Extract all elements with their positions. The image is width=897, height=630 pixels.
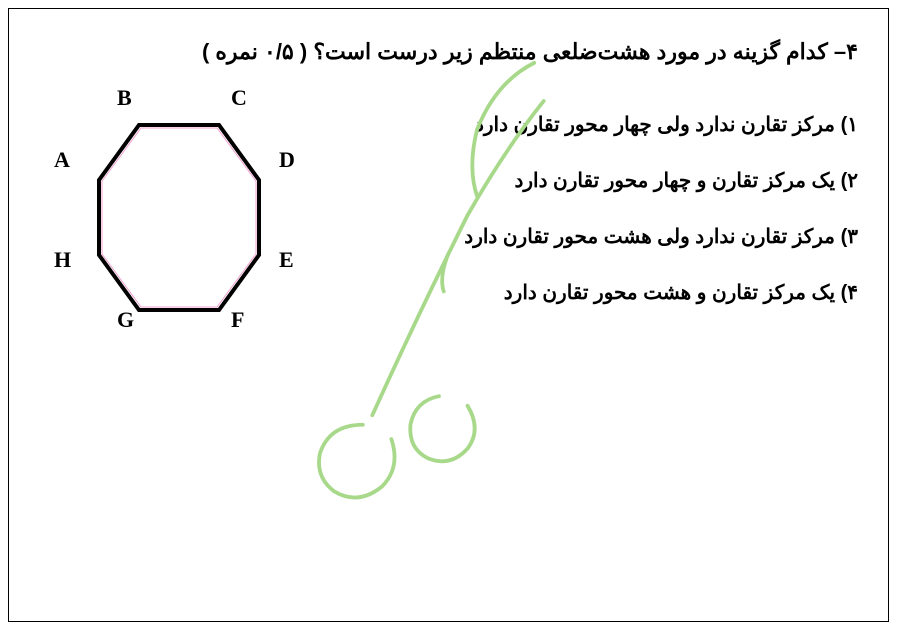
vertex-label-F: F [231, 307, 244, 333]
option-3: ۳) مرکز تقارن ندارد ولی هشت محور تقارن د… [359, 221, 858, 253]
vertex-label-H: H [54, 247, 71, 273]
option-num: ۱) [841, 114, 858, 136]
option-num: ۳) [841, 226, 858, 248]
vertex-label-E: E [279, 247, 294, 273]
option-num: ۴) [841, 282, 858, 304]
vertex-label-G: G [117, 307, 134, 333]
octagon-svg [39, 75, 319, 355]
option-1: ۱) مرکز تقارن ندارد ولی چهار محور تقارن … [359, 109, 858, 141]
option-text: مرکز تقارن ندارد ولی هشت محور تقارن دارد [464, 226, 835, 248]
options-list: ۱) مرکز تقارن ندارد ولی چهار محور تقارن … [359, 85, 858, 333]
question-body: کدام گزینه در مورد هشت‌ضلعی منتظم زیر در… [313, 39, 827, 64]
page-frame: ۴– کدام گزینه در مورد هشت‌ضلعی منتظم زیر… [8, 8, 889, 622]
option-text: یک مرکز تقارن و هشت محور تقارن دارد [504, 282, 835, 304]
vertex-label-C: C [231, 85, 247, 111]
main-area: ۱) مرکز تقارن ندارد ولی چهار محور تقارن … [39, 85, 858, 355]
octagon-inner [102, 128, 256, 307]
question-text: ۴– کدام گزینه در مورد هشت‌ضلعی منتظم زیر… [39, 39, 858, 65]
vertex-label-B: B [117, 85, 132, 111]
option-4: ۴) یک مرکز تقارن و هشت محور تقارن دارد [359, 277, 858, 309]
vertex-label-D: D [279, 147, 295, 173]
option-text: مرکز تقارن ندارد ولی چهار محور تقارن دار… [475, 114, 835, 136]
octagon-figure: A B C D E F G H [39, 75, 319, 355]
content: ۴– کدام گزینه در مورد هشت‌ضلعی منتظم زیر… [39, 39, 858, 601]
question-marks: ( ۰/۵ نمره ) [202, 39, 307, 64]
question-number: ۴ [846, 39, 858, 64]
vertex-label-A: A [54, 147, 70, 173]
option-num: ۲) [841, 170, 858, 192]
option-2: ۲) یک مرکز تقارن و چهار محور تقارن دارد [359, 165, 858, 197]
option-text: یک مرکز تقارن و چهار محور تقارن دارد [514, 170, 835, 192]
